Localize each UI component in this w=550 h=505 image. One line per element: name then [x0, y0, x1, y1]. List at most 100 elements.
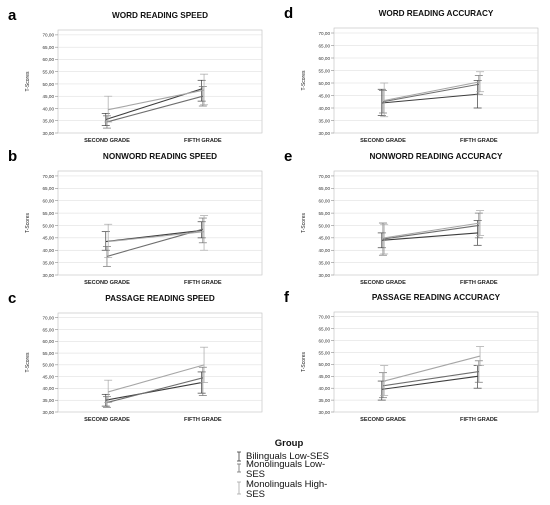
y-tick-label: 30,00 [319, 131, 331, 136]
x-tick-label: SECOND GRADE [360, 138, 406, 144]
chart-title: PASSAGE READING SPEED [105, 294, 215, 303]
y-tick-label: 35,00 [43, 398, 55, 403]
legend-entry: Monolinguals High- SES [237, 479, 327, 500]
x-tick-label: FIFTH GRADE [184, 417, 222, 423]
y-tick-label: 70,00 [319, 315, 331, 320]
chart-panel-a: a WORD READING SPEED 30,00 35,00 40,00 45,00 5… [8, 7, 263, 144]
y-tick-label: 60,00 [43, 57, 55, 62]
y-tick-label: 60,00 [43, 199, 55, 204]
y-tick-label: 60,00 [43, 339, 55, 344]
y-axis-label: T-Scores [25, 213, 31, 234]
y-tick-label: 55,00 [319, 350, 331, 355]
y-tick-label: 70,00 [319, 31, 331, 36]
plot-frame [57, 170, 263, 276]
legend-title: Group [275, 438, 304, 449]
y-tick-label: 30,00 [43, 273, 55, 278]
y-tick-label: 70,00 [43, 174, 55, 179]
plot-frame [333, 170, 539, 276]
y-tick-label: 30,00 [319, 410, 331, 415]
y-tick-label: 55,00 [43, 211, 55, 216]
y-axis-label: T-Scores [25, 71, 31, 92]
y-tick-label: 65,00 [319, 186, 331, 191]
plot-frame [333, 311, 539, 413]
y-axis-label: T-Scores [25, 352, 31, 373]
plot-frame [57, 29, 263, 134]
y-axis-label: T-Scores [301, 213, 307, 234]
y-axis-label: T-Scores [301, 70, 307, 91]
x-tick-label: SECOND GRADE [360, 417, 406, 423]
legend-label: SES [246, 469, 265, 480]
y-tick-label: 45,00 [319, 374, 331, 379]
y-tick-label: 50,00 [43, 363, 55, 368]
legend-entry: Bilinguals Low-SES [237, 451, 329, 462]
legend-label: Monolinguals Low- [246, 459, 325, 470]
y-tick-label: 65,00 [43, 45, 55, 50]
y-tick-label: 70,00 [319, 174, 331, 179]
y-tick-label: 65,00 [319, 326, 331, 331]
series-line [384, 81, 481, 102]
legend-label: Bilinguals Low-SES [246, 451, 329, 462]
series-line [105, 381, 202, 401]
series-line [384, 222, 481, 239]
y-tick-label: 35,00 [319, 118, 331, 123]
y-tick-label: 40,00 [43, 386, 55, 391]
series-line [106, 377, 203, 404]
series-line [384, 355, 481, 382]
series-line [382, 370, 479, 387]
series-line [382, 83, 479, 103]
chart-panel-c: c PASSAGE READING SPEED 30,00 35,00 40,00 45,… [8, 290, 263, 423]
x-tick-label: FIFTH GRADE [184, 138, 222, 144]
panel-letter: d [284, 5, 293, 22]
plot-frame [57, 312, 263, 413]
chart-panel-f: f PASSAGE READING ACCURACY 30,00 35,00 40,00… [284, 289, 539, 423]
chart-panel-b: b NONWORD READING SPEED 30,00 35,00 40,00 45,… [8, 148, 263, 286]
y-tick-label: 65,00 [43, 327, 55, 332]
chart-title: NONWORD READING SPEED [103, 152, 217, 161]
y-tick-label: 45,00 [43, 94, 55, 99]
chart-panel-e: e NONWORD READING ACCURACY 30,00 35,00 40,00… [284, 148, 539, 286]
y-tick-label: 55,00 [319, 68, 331, 73]
y-tick-label: 40,00 [319, 248, 331, 253]
x-tick-label: FIFTH GRADE [460, 138, 498, 144]
y-tick-label: 40,00 [319, 386, 331, 391]
y-tick-label: 55,00 [43, 351, 55, 356]
x-tick-label: SECOND GRADE [84, 280, 130, 286]
legend-marker-icon [237, 463, 241, 473]
x-tick-label: FIFTH GRADE [460, 417, 498, 423]
y-tick-label: 40,00 [319, 106, 331, 111]
y-tick-label: 30,00 [319, 273, 331, 278]
y-tick-label: 50,00 [319, 223, 331, 228]
y-tick-label: 35,00 [43, 260, 55, 265]
x-tick-label: SECOND GRADE [360, 280, 406, 286]
legend-label: SES [246, 489, 265, 500]
chart-title: WORD READING SPEED [112, 11, 208, 20]
y-tick-label: 50,00 [43, 82, 55, 87]
y-tick-label: 30,00 [43, 410, 55, 415]
y-tick-label: 40,00 [43, 248, 55, 253]
legend-entry: Monolinguals Low- SES [237, 459, 325, 480]
plot-frame [333, 27, 539, 134]
y-tick-label: 45,00 [319, 236, 331, 241]
series-line [106, 95, 203, 123]
y-tick-label: 50,00 [319, 81, 331, 86]
y-tick-label: 50,00 [43, 223, 55, 228]
y-tick-label: 40,00 [43, 106, 55, 111]
y-tick-label: 30,00 [43, 131, 55, 136]
y-tick-label: 45,00 [43, 374, 55, 379]
y-tick-label: 45,00 [43, 236, 55, 241]
y-tick-label: 35,00 [43, 119, 55, 124]
chart-panel-d: d WORD READING ACCURACY 30,00 35,00 40,00 45,… [284, 5, 539, 144]
y-tick-label: 55,00 [43, 69, 55, 74]
series-line [381, 232, 478, 241]
chart-title: PASSAGE READING ACCURACY [372, 293, 501, 302]
legend-label: Monolinguals High- [246, 479, 327, 490]
chart-panels: a WORD READING SPEED 30,00 35,00 40,00 45,00 5… [8, 5, 539, 423]
y-tick-label: 70,00 [43, 316, 55, 321]
y-axis-label: T-Scores [301, 352, 307, 373]
series-line [381, 375, 478, 390]
x-tick-label: FIFTH GRADE [184, 280, 222, 286]
panel-letter: e [284, 148, 292, 165]
legend: Group Bilinguals Low-SES Monolinguals Lo… [237, 438, 329, 500]
chart-title: NONWORD READING ACCURACY [370, 152, 504, 161]
y-tick-label: 35,00 [319, 260, 331, 265]
